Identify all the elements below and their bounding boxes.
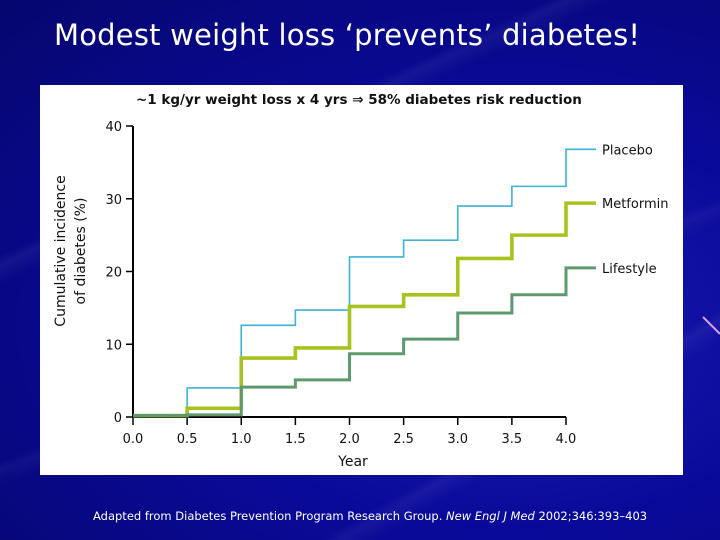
axes: 0 10 20 30 40 0.0 0.5 1.0 1.5 2.0 2.5 3.0 3.5 4.0 bbox=[105, 120, 576, 447]
chart-panel: ~1 kg/yr weight loss x 4 yrs ⇒ 58% diabe… bbox=[40, 85, 683, 475]
y-axis-label-line1: Cumulative incidence bbox=[53, 175, 69, 326]
series-line-metformin bbox=[133, 201, 596, 418]
x-tick-label: 3.5 bbox=[502, 432, 523, 447]
y-tick-label: 10 bbox=[105, 338, 122, 353]
citation-suffix: 2002;346:393–403 bbox=[534, 509, 648, 523]
y-tick-label: 0 bbox=[114, 411, 122, 426]
citation-prefix: Adapted from Diabetes Prevention Program… bbox=[93, 509, 447, 523]
x-tick-label: 3.0 bbox=[447, 432, 468, 447]
y-tick-label: 40 bbox=[105, 120, 122, 135]
y-tick-label: 30 bbox=[105, 193, 122, 208]
x-tick-label: 0.0 bbox=[123, 432, 144, 447]
slide-title: Modest weight loss ‘prevents’ diabetes! bbox=[54, 18, 641, 52]
legend: Placebo Metformin Lifestyle bbox=[602, 143, 668, 277]
x-axis-label: Year bbox=[337, 454, 368, 470]
citation: Adapted from Diabetes Prevention Program… bbox=[93, 509, 647, 523]
x-tick-label: 2.0 bbox=[339, 432, 360, 447]
legend-label-metformin: Metformin bbox=[602, 197, 668, 212]
y-axis-label: Cumulative incidence of diabetes (%) bbox=[53, 175, 89, 326]
x-tick-label: 4.0 bbox=[556, 432, 577, 447]
series-group bbox=[133, 148, 596, 418]
series-line-lifestyle bbox=[133, 266, 596, 418]
decorative-line bbox=[702, 316, 720, 335]
x-tick-label: 1.0 bbox=[231, 432, 252, 447]
y-axis-label-line2: of diabetes (%) bbox=[73, 198, 89, 305]
chart-svg: ~1 kg/yr weight loss x 4 yrs ⇒ 58% diabe… bbox=[53, 92, 668, 470]
legend-label-placebo: Placebo bbox=[602, 143, 653, 158]
x-tick-label: 0.5 bbox=[177, 432, 198, 447]
legend-label-lifestyle: Lifestyle bbox=[602, 262, 657, 277]
x-tick-label: 2.5 bbox=[393, 432, 414, 447]
series-line-placebo bbox=[133, 148, 596, 417]
chart-title: ~1 kg/yr weight loss x 4 yrs ⇒ 58% diabe… bbox=[136, 92, 582, 108]
x-tick-label: 1.5 bbox=[285, 432, 306, 447]
citation-journal: New Engl J Med bbox=[446, 509, 535, 523]
y-tick-label: 20 bbox=[105, 266, 122, 281]
